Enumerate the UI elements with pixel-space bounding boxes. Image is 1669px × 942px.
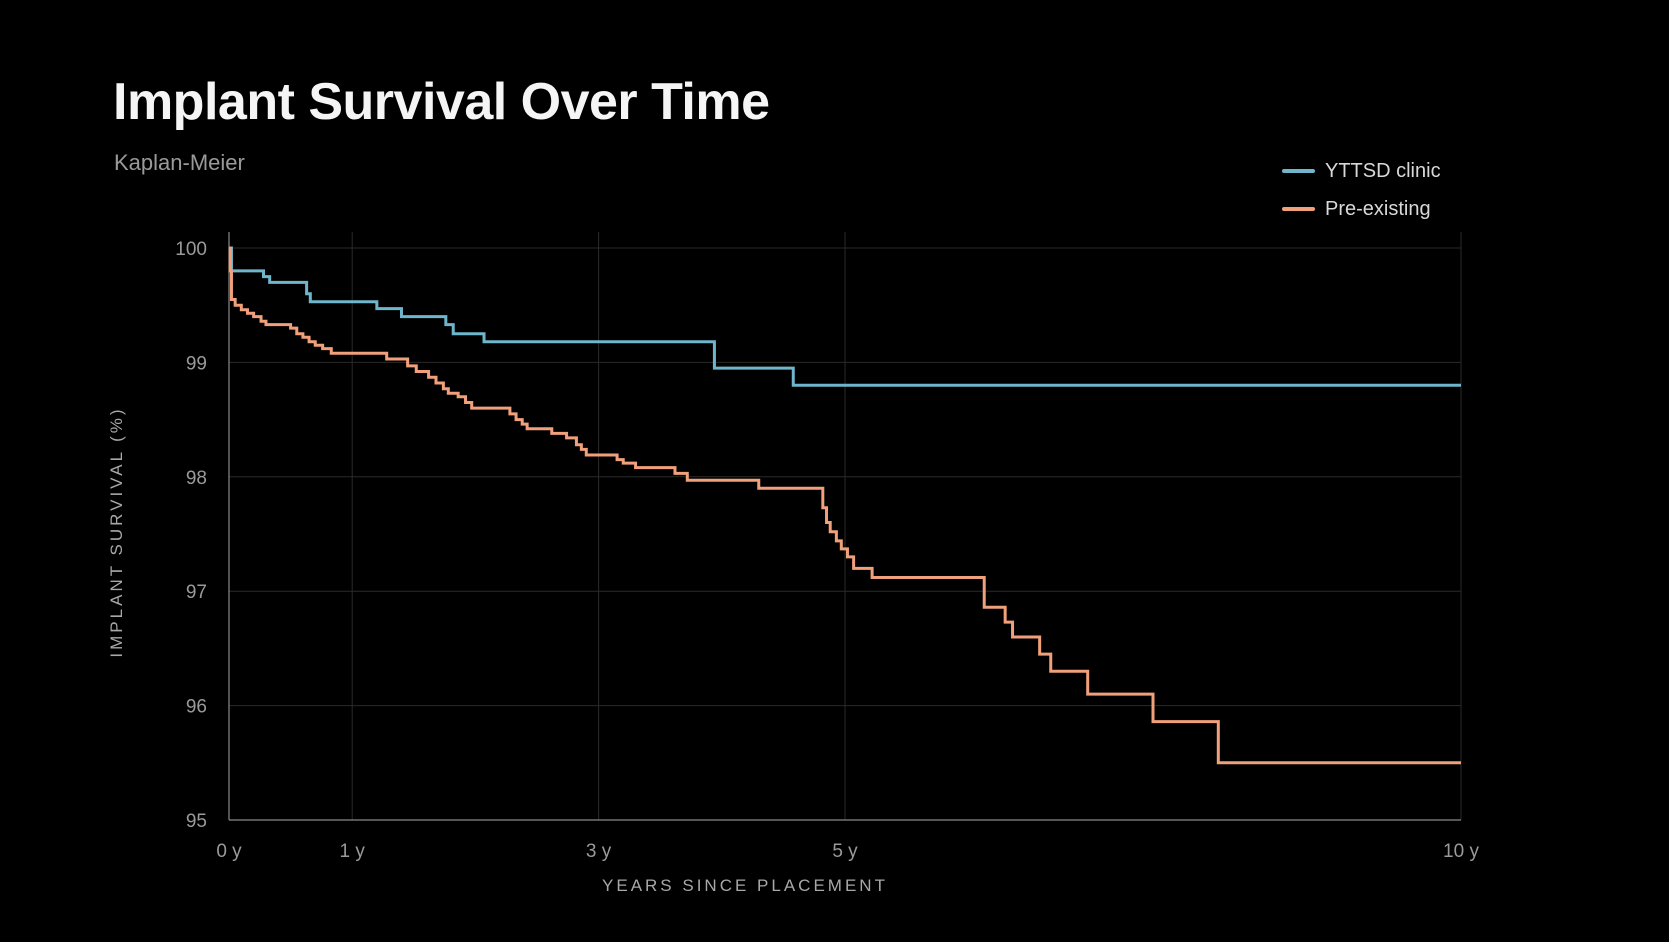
series-line-pre-existing	[228, 246, 1461, 765]
tick-labels: 95 96 97 98 99 100 0 y 1 y 3 y 5 y 10 y	[175, 239, 1479, 862]
y-tick-label: 98	[186, 468, 207, 489]
legend-label-pre-existing: Pre-existing	[1325, 197, 1431, 220]
legend-swatch-pre-existing	[1282, 207, 1315, 211]
x-tick-label: 0 y	[216, 841, 242, 862]
legend-swatch-yttsd-clinic	[1282, 169, 1315, 173]
legend: YTTSD clinic Pre-existing	[1282, 152, 1441, 228]
y-axis-title: IMPLANT SURVIVAL (%)	[107, 406, 126, 657]
y-tick-label: 97	[186, 582, 207, 603]
axes	[228, 232, 1461, 821]
x-tick-label: 1 y	[340, 841, 366, 862]
legend-item-pre-existing: Pre-existing	[1282, 190, 1441, 228]
series-lines	[228, 246, 1461, 765]
chart-title: Implant Survival Over Time	[113, 73, 770, 131]
chart-subtitle: Kaplan-Meier	[114, 150, 245, 175]
legend-label-yttsd-clinic: YTTSD clinic	[1325, 159, 1441, 182]
y-tick-label: 96	[186, 697, 207, 718]
x-tick-label: 10 y	[1443, 841, 1479, 862]
x-tick-label: 5 y	[832, 841, 858, 862]
series-line-yttsd-clinic	[229, 246, 1461, 387]
x-axis-title: YEARS SINCE PLACEMENT	[602, 876, 888, 895]
legend-item-yttsd-clinic: YTTSD clinic	[1282, 152, 1441, 190]
y-tick-label: 100	[175, 239, 207, 260]
y-tick-label: 95	[186, 811, 207, 832]
grid	[229, 232, 1462, 820]
y-tick-label: 99	[186, 353, 207, 374]
x-tick-label: 3 y	[586, 841, 612, 862]
